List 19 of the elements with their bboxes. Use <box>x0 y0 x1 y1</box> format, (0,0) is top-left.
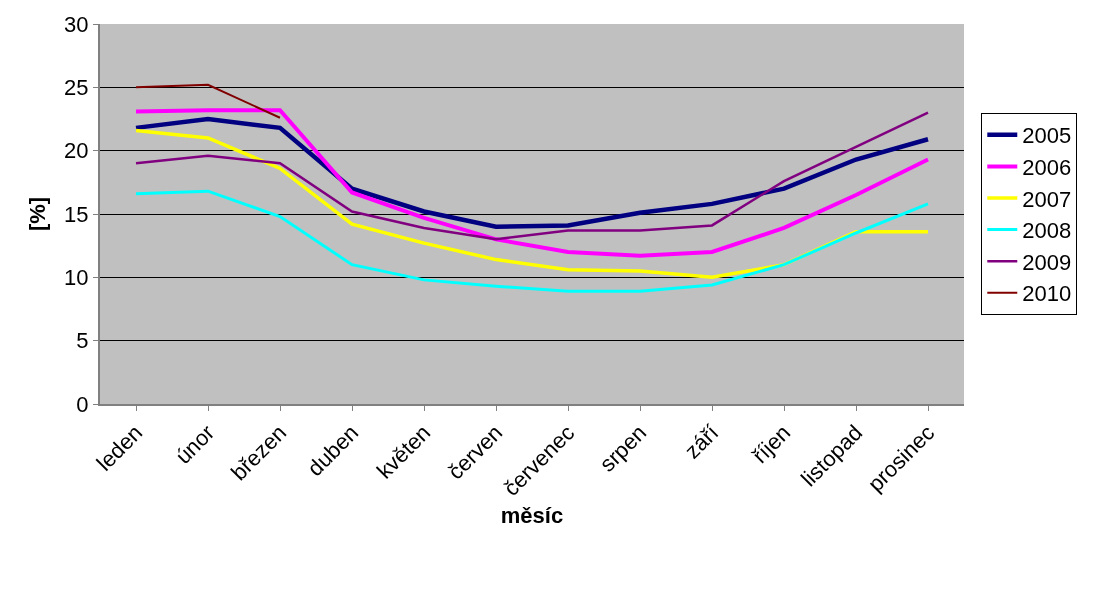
line-series <box>134 189 930 293</box>
y-tick-label: 15 <box>64 201 89 227</box>
x-axis-title: měsíc <box>500 502 564 528</box>
x-tick-label: říjen <box>747 420 796 468</box>
legend-label: 2010 <box>1022 281 1072 307</box>
x-tick-label: únor <box>170 420 220 469</box>
y-tick-label: 10 <box>64 265 89 291</box>
legend-label: 2007 <box>1022 186 1072 212</box>
legend-label: 2005 <box>1022 123 1072 149</box>
legend-label: 2006 <box>1022 154 1072 180</box>
y-tick-label: 25 <box>64 75 89 101</box>
y-tick-label: 0 <box>76 391 89 417</box>
y-tick-label: 20 <box>64 138 89 164</box>
y-axis-title: [%] <box>25 196 50 232</box>
legend-label: 2008 <box>1022 218 1072 244</box>
x-tick-label: září <box>679 420 724 464</box>
legend-label: 2009 <box>1022 249 1072 275</box>
y-tick-label: 5 <box>76 328 89 354</box>
y-tick-label: 30 <box>64 11 89 37</box>
